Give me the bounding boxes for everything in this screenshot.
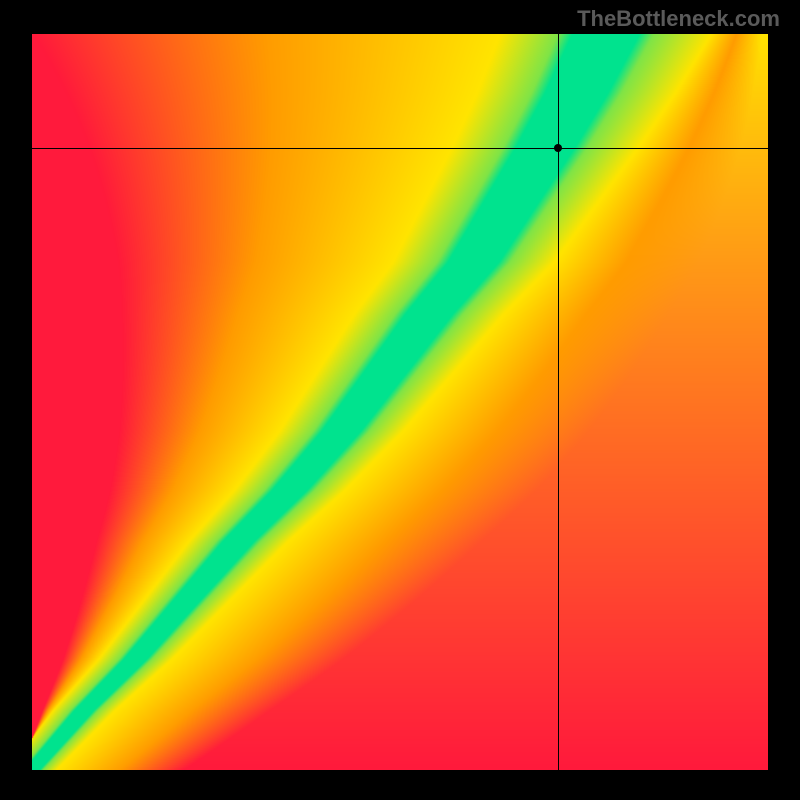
crosshair-horizontal (32, 148, 768, 149)
chart-container: TheBottleneck.com (0, 0, 800, 800)
watermark-text: TheBottleneck.com (577, 6, 780, 32)
plot-area (32, 34, 768, 770)
heatmap-canvas (32, 34, 768, 770)
crosshair-marker (554, 144, 562, 152)
